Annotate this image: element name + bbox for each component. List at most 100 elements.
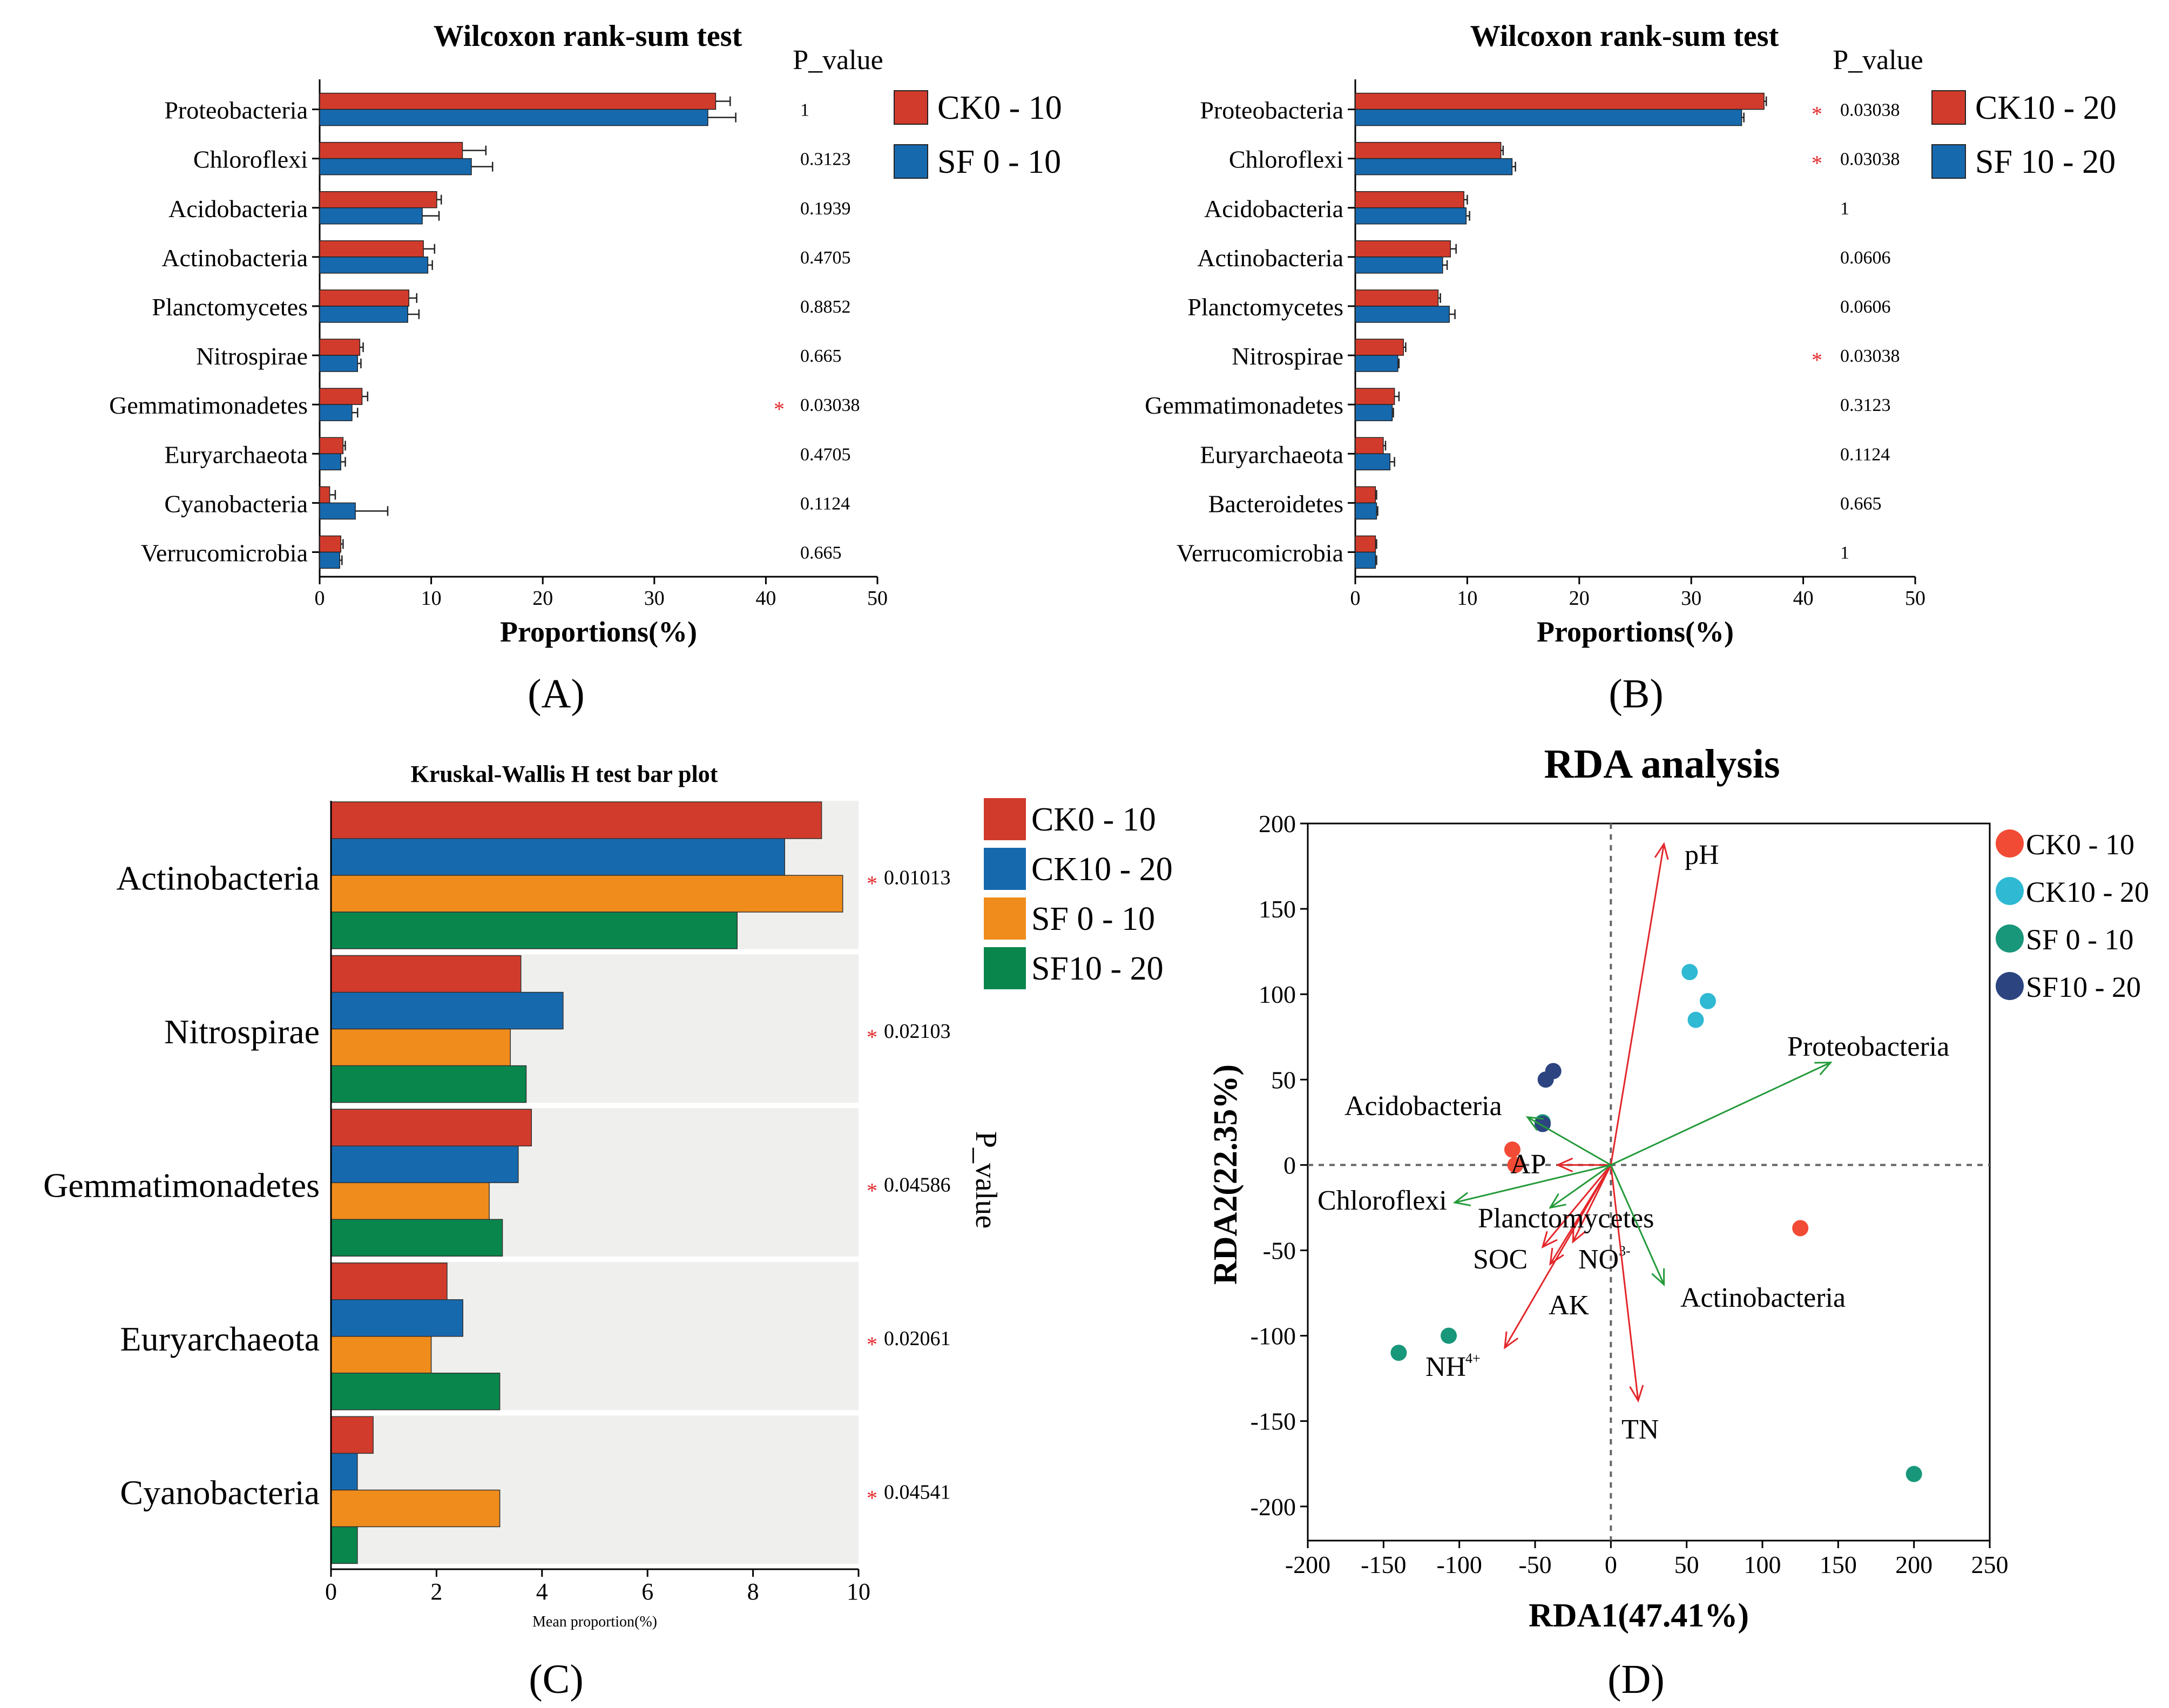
bar-orange: [330, 875, 843, 913]
x-tick-label: 10: [421, 587, 442, 610]
x-tick-label: 2: [430, 1578, 442, 1605]
bar-red: [319, 92, 717, 110]
bar-blue: [330, 1145, 519, 1183]
legend-marker-pt_sf10: [1996, 972, 2024, 1000]
species-arrow-head: [1651, 1268, 1665, 1287]
bar-red: [1355, 437, 1384, 454]
bar-blue: [1355, 158, 1513, 175]
y-tick-label: 50: [1271, 1066, 1296, 1093]
pvalue: 0.1124: [800, 494, 850, 514]
bar-blue: [330, 1299, 463, 1337]
significance-star: *: [774, 397, 785, 421]
species-arrow-label: Acidobacteria: [1344, 1091, 1502, 1122]
bar-green: [330, 1219, 503, 1257]
legend-label: CK0 - 10: [2026, 828, 2134, 861]
pvalue: 0.03038: [1840, 100, 1900, 120]
bar-red: [319, 141, 463, 159]
legend-label: CK10 - 20: [2026, 876, 2149, 908]
bar-red: [1355, 535, 1376, 553]
species-arrow: [1527, 1116, 1612, 1166]
y-axis-label: RDA2(22.35%): [1207, 1064, 1244, 1285]
y-tick-label: -200: [1251, 1493, 1296, 1521]
bar-blue: [1355, 306, 1450, 323]
x-axis-label: RDA1(47.41%): [1529, 1597, 1749, 1634]
env-arrow-head: [1654, 842, 1669, 860]
bar-red: [319, 240, 424, 258]
x-tick-label: -150: [1361, 1551, 1406, 1578]
bar-orange: [330, 1182, 490, 1220]
bar-orange: [330, 1336, 432, 1374]
x-tick-label: 40: [755, 587, 776, 610]
legend-label: CK10 - 20: [1975, 90, 2117, 126]
x-tick-label: 0: [315, 587, 325, 610]
bar-green: [330, 1373, 501, 1410]
legend-swatch-blue: [894, 144, 928, 179]
category-label: Nitrospirae: [196, 342, 308, 370]
x-tick-label: 0: [325, 1578, 337, 1605]
x-axis-label: Proportions(%): [500, 616, 697, 648]
category-label: Actinobacteria: [116, 859, 320, 897]
category-label: Acidobacteria: [1204, 195, 1343, 222]
x-tick-label: 150: [1820, 1551, 1857, 1578]
chart-title: Wilcoxon rank-sum test: [1470, 19, 1779, 53]
x-tick-label: 8: [747, 1578, 759, 1605]
env-arrow: [1610, 843, 1665, 1165]
bar-red: [1355, 486, 1376, 504]
legend-swatch-green: [984, 947, 1026, 989]
env-arrow-label: AK: [1549, 1290, 1590, 1321]
pvalue: 0.4705: [800, 248, 851, 268]
sample-point-pt_sf0: [1390, 1345, 1407, 1361]
sample-point-pt_sf10: [1537, 1071, 1554, 1088]
bar-red: [319, 388, 363, 405]
bar-blue: [1355, 453, 1391, 470]
sample-point-pt_ck10: [1687, 1011, 1704, 1028]
pvalue: 1: [1840, 543, 1849, 563]
x-tick-label: 10: [847, 1578, 870, 1605]
bar-blue: [1355, 207, 1467, 225]
bar-red: [330, 1109, 532, 1146]
category-label: Bacteroidetes: [1208, 490, 1343, 517]
x-tick-label: 6: [641, 1578, 653, 1605]
x-tick-label: 100: [1744, 1551, 1781, 1578]
bar-blue: [330, 991, 564, 1030]
legend-swatch-red: [984, 798, 1026, 840]
env-arrow-label: AP: [1510, 1149, 1546, 1180]
y-tick-label: -100: [1251, 1322, 1296, 1350]
significance-star: *: [1812, 102, 1822, 126]
pvalue: 0.1124: [1840, 444, 1890, 464]
pvalue: 0.03038: [1840, 150, 1900, 170]
panel-label: (C): [529, 1657, 583, 1702]
env-arrow-head: [1629, 1385, 1644, 1403]
bar-blue: [319, 306, 408, 323]
legend-label: SF10 - 20: [2026, 971, 2141, 1003]
env-arrow-head: [1541, 1231, 1558, 1248]
pvalue: 0.665: [800, 346, 842, 366]
pvalue: 0.3123: [1840, 395, 1891, 415]
sample-point-pt_ck0: [1504, 1141, 1521, 1158]
bar-red: [330, 955, 522, 993]
category-label: Gemmatimonadetes: [43, 1166, 320, 1205]
panel-b: Wilcoxon rank-sum test P_value 0 10 20 30 40 50…: [1145, 19, 2117, 717]
bar-blue: [330, 1453, 358, 1491]
species-arrow: [1610, 1062, 1831, 1166]
panel-d: RDA analysis -200 -150 -100 -50 0 50 100 150 200 2…: [1207, 741, 2149, 1702]
species-arrow-label: Chloroflexi: [1317, 1185, 1447, 1216]
x-tick-label: 50: [1674, 1551, 1699, 1578]
significance-star: *: [867, 1486, 877, 1510]
legend-swatch-blue: [984, 848, 1026, 890]
env-arrow-label-superscript: 4+: [1465, 1351, 1481, 1366]
x-tick-label: 30: [1681, 587, 1701, 610]
chart-title: Wilcoxon rank-sum test: [434, 19, 742, 53]
chart-title: RDA analysis: [1544, 741, 1780, 787]
species-arrow-head: [1814, 1062, 1833, 1076]
env-arrow-head: [1549, 1247, 1564, 1266]
species-arrow-head: [1525, 1116, 1544, 1131]
bar-red: [1355, 388, 1395, 405]
bar-blue: [1355, 502, 1377, 520]
env-arrow-label: SOC: [1473, 1244, 1528, 1275]
significance-star: *: [1812, 151, 1822, 175]
legend-label: SF 0 - 10: [2026, 923, 2134, 956]
bar-red: [1355, 92, 1765, 110]
pvalue-header: P_value: [969, 1131, 1003, 1228]
panel-label: (A): [528, 671, 585, 717]
